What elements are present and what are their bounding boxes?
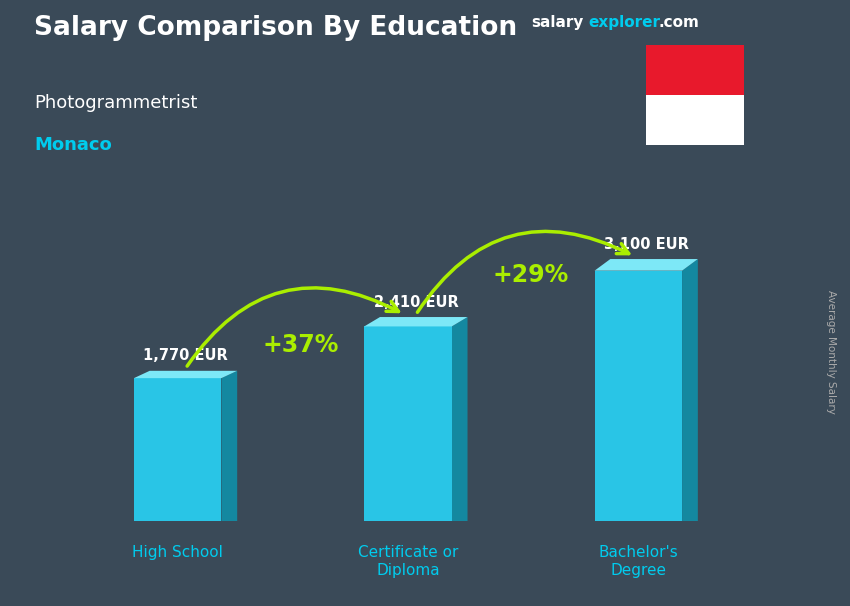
- Text: .com: .com: [659, 15, 700, 30]
- Text: +29%: +29%: [493, 263, 570, 287]
- Text: 1,770 EUR: 1,770 EUR: [143, 348, 228, 364]
- Bar: [365, 327, 451, 521]
- Polygon shape: [365, 317, 468, 327]
- Text: Photogrammetrist: Photogrammetrist: [34, 94, 197, 112]
- Text: +37%: +37%: [263, 333, 339, 357]
- Bar: [134, 378, 222, 521]
- Text: Salary Comparison By Education: Salary Comparison By Education: [34, 15, 517, 41]
- Text: High School: High School: [133, 545, 223, 561]
- Text: salary: salary: [531, 15, 584, 30]
- Bar: [646, 95, 744, 145]
- Text: 3,100 EUR: 3,100 EUR: [604, 236, 689, 251]
- Bar: [594, 271, 682, 521]
- Text: Bachelor's
Degree: Bachelor's Degree: [598, 545, 678, 578]
- Text: explorer: explorer: [588, 15, 660, 30]
- Bar: [646, 45, 744, 95]
- Polygon shape: [682, 259, 698, 521]
- Text: Monaco: Monaco: [34, 136, 111, 155]
- Polygon shape: [134, 371, 237, 378]
- Polygon shape: [222, 371, 237, 521]
- Text: 2,410 EUR: 2,410 EUR: [373, 295, 458, 310]
- Text: Certificate or
Diploma: Certificate or Diploma: [358, 545, 458, 578]
- Text: Average Monthly Salary: Average Monthly Salary: [826, 290, 836, 413]
- Polygon shape: [594, 259, 698, 271]
- Polygon shape: [451, 317, 468, 521]
